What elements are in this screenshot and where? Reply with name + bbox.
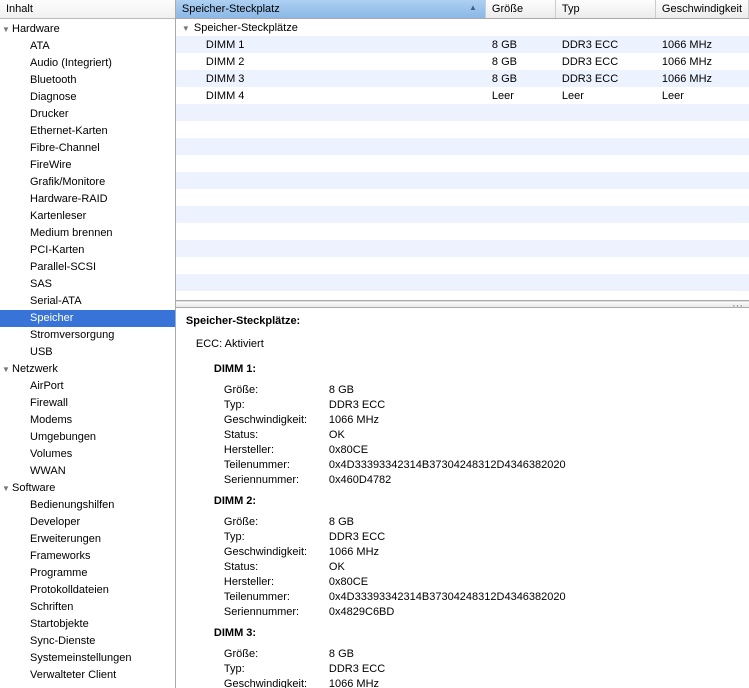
tree-item[interactable]: Speicher — [0, 310, 175, 327]
tree-item[interactable]: Programme — [0, 565, 175, 582]
tree-item[interactable]: Parallel-SCSI — [0, 259, 175, 276]
tree-item[interactable]: Stromversorgung — [0, 327, 175, 344]
sidebar: Inhalt HardwareATAAudio (Integriert)Blue… — [0, 0, 176, 688]
table-row-empty — [176, 121, 749, 138]
detail-kv: Seriennummer:0x4829C6BD — [224, 605, 739, 620]
detail-dimm-title: DIMM 3: — [214, 626, 739, 641]
table-body[interactable]: Speicher-SteckplätzeDIMM 18 GBDDR3 ECC10… — [176, 19, 749, 301]
detail-kv: Seriennummer:0x460D4782 — [224, 473, 739, 488]
detail-kv: Teilenummer:0x4D33393342314B37304248312D… — [224, 590, 739, 605]
table-group-row[interactable]: Speicher-Steckplätze — [176, 19, 749, 36]
detail-kv: Status:OK — [224, 560, 739, 575]
detail-kv: Teilenummer:0x4D33393342314B37304248312D… — [224, 458, 739, 473]
tree-item[interactable]: Bluetooth — [0, 72, 175, 89]
tree-item[interactable]: Firewall — [0, 395, 175, 412]
table-row-empty — [176, 291, 749, 301]
tree-item[interactable]: Hardware-RAID — [0, 191, 175, 208]
detail-kv: Typ:DDR3 ECC — [224, 398, 739, 413]
table-row[interactable]: DIMM 18 GBDDR3 ECC1066 MHz — [176, 36, 749, 53]
detail-kv: Größe:8 GB — [224, 515, 739, 530]
tree-item[interactable]: AirPort — [0, 378, 175, 395]
detail-pane: Speicher-Steckplätze: ECC: Aktiviert DIMM … — [176, 308, 749, 688]
main-pane: Speicher-Steckplatz Größe Typ Geschwindi… — [176, 0, 749, 688]
tree-item[interactable]: Protokolldateien — [0, 582, 175, 599]
tree-item[interactable]: Umgebungen — [0, 429, 175, 446]
tree-item[interactable]: Developer — [0, 514, 175, 531]
col-speed[interactable]: Geschwindigkeit — [656, 0, 749, 18]
col-size[interactable]: Größe — [486, 0, 556, 18]
tree-item[interactable]: Systemeinstellungen — [0, 650, 175, 667]
tree-item[interactable]: USB — [0, 344, 175, 361]
table-row-empty — [176, 104, 749, 121]
tree-item[interactable]: Diagnose — [0, 89, 175, 106]
tree-item[interactable]: WWAN — [0, 463, 175, 480]
tree-item[interactable]: Frameworks — [0, 548, 175, 565]
tree-item[interactable]: Grafik/Monitore — [0, 174, 175, 191]
detail-kv: Hersteller:0x80CE — [224, 575, 739, 590]
tree-item[interactable]: ATA — [0, 38, 175, 55]
table-row[interactable]: DIMM 38 GBDDR3 ECC1066 MHz — [176, 70, 749, 87]
tree-item[interactable]: Ethernet-Karten — [0, 123, 175, 140]
detail-kv: Größe:8 GB — [224, 383, 739, 398]
detail-dimm-title: DIMM 2: — [214, 494, 739, 509]
tree-item[interactable]: Medium brennen — [0, 225, 175, 242]
tree-item[interactable]: Serial-ATA — [0, 293, 175, 310]
detail-kv: Geschwindigkeit:1066 MHz — [224, 413, 739, 428]
col-slot[interactable]: Speicher-Steckplatz — [176, 0, 486, 18]
table-row-empty — [176, 274, 749, 291]
table-row-empty — [176, 138, 749, 155]
detail-kv: Geschwindigkeit:1066 MHz — [224, 677, 739, 688]
table-row-empty — [176, 223, 749, 240]
detail-ecc: ECC: Aktiviert — [196, 337, 739, 352]
tree-item[interactable]: Modems — [0, 412, 175, 429]
detail-kv: Typ:DDR3 ECC — [224, 530, 739, 545]
tree-item[interactable]: Startobjekte — [0, 616, 175, 633]
tree-item[interactable]: FireWire — [0, 157, 175, 174]
detail-kv: Geschwindigkeit:1066 MHz — [224, 545, 739, 560]
table-row-empty — [176, 172, 749, 189]
col-type[interactable]: Typ — [556, 0, 656, 18]
tree-item[interactable]: Audio (Integriert) — [0, 55, 175, 72]
tree-item[interactable]: Sync-Dienste — [0, 633, 175, 650]
tree-item[interactable]: Volumes — [0, 446, 175, 463]
tree-item[interactable]: PCI-Karten — [0, 242, 175, 259]
detail-header: Speicher-Steckplätze: — [186, 314, 739, 329]
table-row[interactable]: DIMM 28 GBDDR3 ECC1066 MHz — [176, 53, 749, 70]
tree-item[interactable]: Drucker — [0, 106, 175, 123]
table-row-empty — [176, 189, 749, 206]
detail-dimm-title: DIMM 1: — [214, 362, 739, 377]
table-header-row: Speicher-Steckplatz Größe Typ Geschwindi… — [176, 0, 749, 19]
sidebar-title: Inhalt — [0, 0, 175, 19]
sidebar-tree: HardwareATAAudio (Integriert)BluetoothDi… — [0, 19, 175, 688]
detail-kv: Hersteller:0x80CE — [224, 443, 739, 458]
table-row[interactable]: DIMM 4LeerLeerLeer — [176, 87, 749, 104]
tree-item[interactable]: Verwalteter Client — [0, 667, 175, 684]
table-row-empty — [176, 240, 749, 257]
tree-category[interactable]: Software — [0, 480, 175, 497]
tree-item[interactable]: Bedienungshilfen — [0, 497, 175, 514]
pane-splitter[interactable] — [176, 301, 749, 308]
tree-item[interactable]: SAS — [0, 276, 175, 293]
tree-item[interactable]: Fibre-Channel — [0, 140, 175, 157]
tree-item[interactable]: Schriften — [0, 599, 175, 616]
detail-kv: Status:OK — [224, 428, 739, 443]
table-row-empty — [176, 155, 749, 172]
tree-item[interactable]: Kartenleser — [0, 208, 175, 225]
tree-category[interactable]: Hardware — [0, 21, 175, 38]
detail-kv: Größe:8 GB — [224, 647, 739, 662]
tree-item[interactable]: Erweiterungen — [0, 531, 175, 548]
table-row-empty — [176, 206, 749, 223]
detail-kv: Typ:DDR3 ECC — [224, 662, 739, 677]
tree-category[interactable]: Netzwerk — [0, 361, 175, 378]
table-row-empty — [176, 257, 749, 274]
